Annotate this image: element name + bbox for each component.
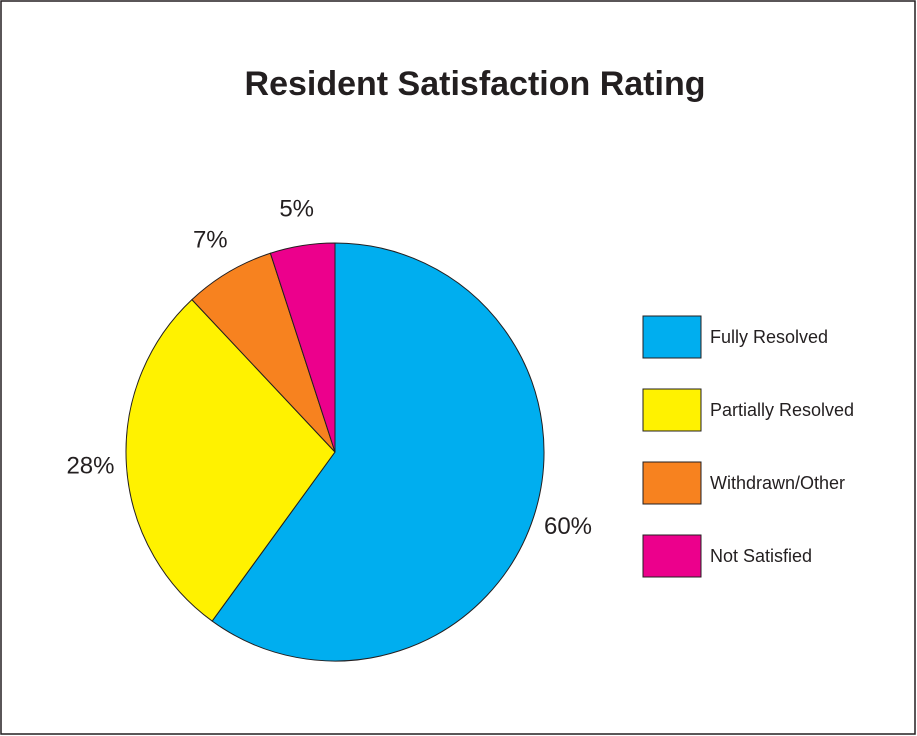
data-label: 7%: [193, 226, 228, 253]
pie-slice: [269, 242, 336, 453]
legend-swatch: [642, 534, 702, 578]
legend-swatch: [642, 461, 702, 505]
chart-title: Resident Satisfaction Rating: [245, 65, 706, 103]
data-label: 5%: [279, 195, 314, 222]
data-label: 28%: [66, 453, 114, 480]
pie-slice: [211, 242, 545, 662]
pie-slice: [125, 298, 336, 622]
legend-label: Not Satisfied: [710, 546, 812, 566]
legend-swatch: [642, 388, 702, 432]
legend-label: Partially Resolved: [710, 400, 854, 420]
data-label: 60%: [544, 513, 592, 540]
legend-label: Withdrawn/Other: [710, 473, 845, 493]
legend-swatch: [642, 315, 702, 359]
legend-label: Fully Resolved: [710, 327, 828, 347]
